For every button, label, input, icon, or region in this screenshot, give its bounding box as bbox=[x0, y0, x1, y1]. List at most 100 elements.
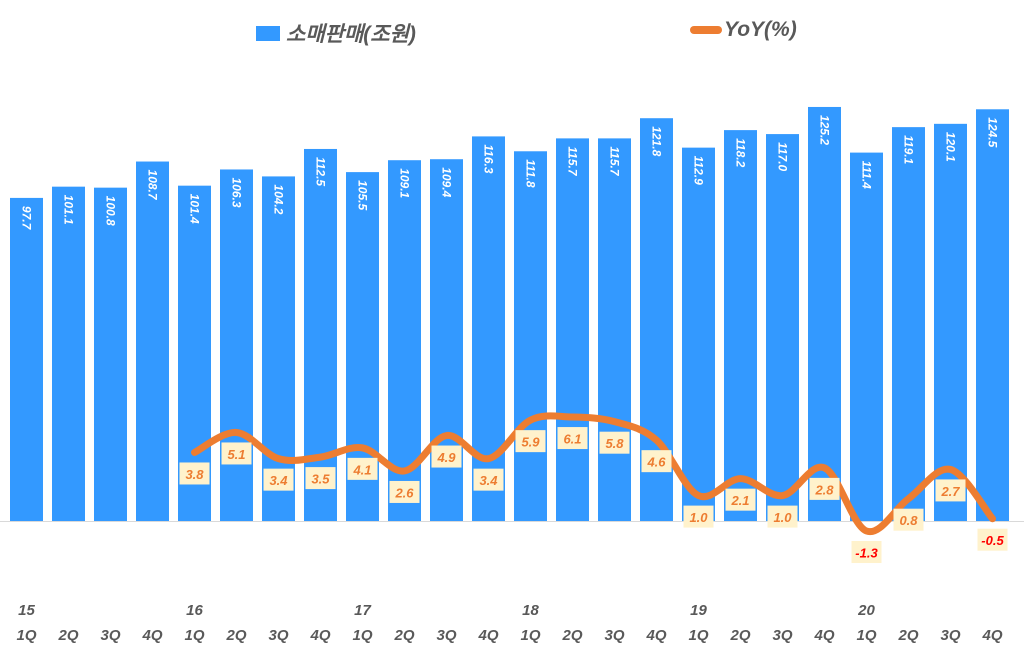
yoy-value-label: 5.8 bbox=[605, 436, 624, 451]
yoy-value-label: 3.4 bbox=[269, 473, 288, 488]
bar bbox=[514, 151, 547, 521]
x-tick-label: 4Q bbox=[981, 627, 1002, 644]
x-tick-label: 3Q bbox=[604, 627, 624, 644]
yoy-value-label: 2.7 bbox=[940, 484, 960, 499]
bar-value-label: 115.7 bbox=[608, 146, 622, 176]
year-label: 17 bbox=[354, 602, 371, 619]
bar-value-label: 104.2 bbox=[272, 184, 286, 214]
yoy-value-label: 4.6 bbox=[646, 455, 666, 470]
bar bbox=[934, 123, 967, 522]
bar bbox=[682, 147, 715, 521]
year-label: 18 bbox=[522, 602, 539, 619]
yoy-value-label: 2.6 bbox=[394, 485, 414, 500]
x-tick-label: 3Q bbox=[436, 627, 456, 644]
yoy-value-label: 1.0 bbox=[773, 510, 792, 525]
yoy-label-box bbox=[809, 477, 840, 500]
x-tick-label: 1Q bbox=[184, 627, 204, 644]
yoy-label-box bbox=[473, 468, 504, 491]
bar-value-label: 112.9 bbox=[692, 156, 706, 185]
yoy-value-label: 4.9 bbox=[436, 450, 456, 465]
x-tick-label: 1Q bbox=[520, 627, 540, 644]
bar bbox=[472, 136, 505, 521]
bar bbox=[850, 152, 883, 521]
bar-value-label: 108.7 bbox=[146, 170, 160, 201]
yoy-value-label: 3.5 bbox=[311, 472, 330, 487]
legend-bar-swatch bbox=[256, 25, 280, 41]
bar bbox=[766, 134, 799, 521]
yoy-value-label: 4.1 bbox=[352, 462, 371, 477]
legend-line-label: YoY(%) bbox=[724, 18, 797, 41]
yoy-label-box bbox=[641, 450, 672, 473]
bar bbox=[598, 138, 631, 521]
bar-value-label: 124.5 bbox=[986, 117, 1000, 147]
yoy-value-label: 0.8 bbox=[899, 513, 918, 528]
bar bbox=[10, 197, 43, 521]
yoy-label-box bbox=[935, 479, 966, 502]
x-tick-label: 4Q bbox=[141, 627, 162, 644]
bar-value-label: 118.2 bbox=[734, 138, 748, 167]
yoy-value-label: -0.5 bbox=[981, 533, 1004, 548]
x-tick-label: 1Q bbox=[16, 627, 36, 644]
bar-value-label: 106.3 bbox=[230, 177, 244, 207]
year-label: 15 bbox=[18, 602, 35, 619]
yoy-value-label: -1.3 bbox=[855, 546, 878, 561]
bar-value-label: 112.5 bbox=[314, 157, 328, 186]
x-tick-label: 4Q bbox=[477, 627, 498, 644]
year-label: 19 bbox=[690, 602, 707, 619]
yoy-label-box bbox=[767, 505, 798, 528]
bar-value-label: 116.3 bbox=[482, 144, 496, 173]
yoy-line bbox=[191, 412, 996, 536]
x-tick-label: 4Q bbox=[309, 627, 330, 644]
x-tick-label: 2Q bbox=[897, 627, 918, 644]
yoy-label-box bbox=[431, 445, 462, 468]
yoy-label-box bbox=[599, 431, 630, 454]
bar bbox=[136, 161, 169, 521]
bar bbox=[808, 106, 841, 522]
bar bbox=[976, 109, 1009, 521]
yoy-value-label: 3.8 bbox=[185, 467, 204, 482]
bar-value-label: 105.5 bbox=[356, 180, 370, 210]
bar bbox=[52, 186, 85, 521]
bar-value-label: 100.8 bbox=[104, 196, 118, 226]
x-tick-label: 2Q bbox=[57, 627, 78, 644]
yoy-label-box bbox=[683, 505, 714, 528]
bar-value-label: 121.8 bbox=[650, 126, 664, 156]
bar-value-label: 109.4 bbox=[440, 167, 454, 197]
year-label: 16 bbox=[186, 602, 203, 619]
bar bbox=[304, 148, 337, 521]
yoy-value-label: 2.1 bbox=[730, 493, 749, 508]
x-tick-label: 3Q bbox=[772, 627, 792, 644]
yoy-label-box bbox=[347, 457, 378, 480]
bar bbox=[556, 138, 589, 521]
bar-value-label: 117.0 bbox=[776, 142, 790, 171]
yoy-value-label: 3.4 bbox=[479, 473, 498, 488]
yoy-value-label: 5.1 bbox=[227, 447, 245, 462]
bar bbox=[94, 187, 127, 521]
year-label: 20 bbox=[857, 602, 875, 619]
yoy-label-box bbox=[389, 480, 420, 503]
yoy-value-label: 5.9 bbox=[521, 435, 540, 450]
bar-value-label: 120.1 bbox=[944, 132, 958, 162]
bar bbox=[724, 130, 757, 521]
yoy-label-box bbox=[851, 541, 882, 564]
bar-value-label: 125.2 bbox=[818, 115, 832, 145]
bar bbox=[892, 127, 925, 522]
yoy-label-box bbox=[725, 488, 756, 511]
yoy-label-box bbox=[179, 462, 210, 485]
bar bbox=[220, 169, 253, 522]
x-tick-label: 4Q bbox=[813, 627, 834, 644]
bar-value-label: 101.4 bbox=[188, 194, 202, 224]
x-tick-label: 4Q bbox=[645, 627, 666, 644]
yoy-label-box bbox=[977, 528, 1008, 551]
x-tick-label: 1Q bbox=[352, 627, 372, 644]
legend-line-swatch bbox=[690, 26, 722, 34]
bar-value-label: 111.8 bbox=[524, 159, 538, 188]
yoy-value-label: 2.8 bbox=[814, 482, 834, 497]
yoy-label-box bbox=[263, 468, 294, 491]
x-tick-label: 2Q bbox=[561, 627, 582, 644]
bar-value-label: 101.1 bbox=[62, 195, 76, 225]
x-tick-label: 3Q bbox=[940, 627, 960, 644]
bar-value-label: 119.1 bbox=[902, 135, 916, 164]
x-tick-label: 3Q bbox=[268, 627, 288, 644]
